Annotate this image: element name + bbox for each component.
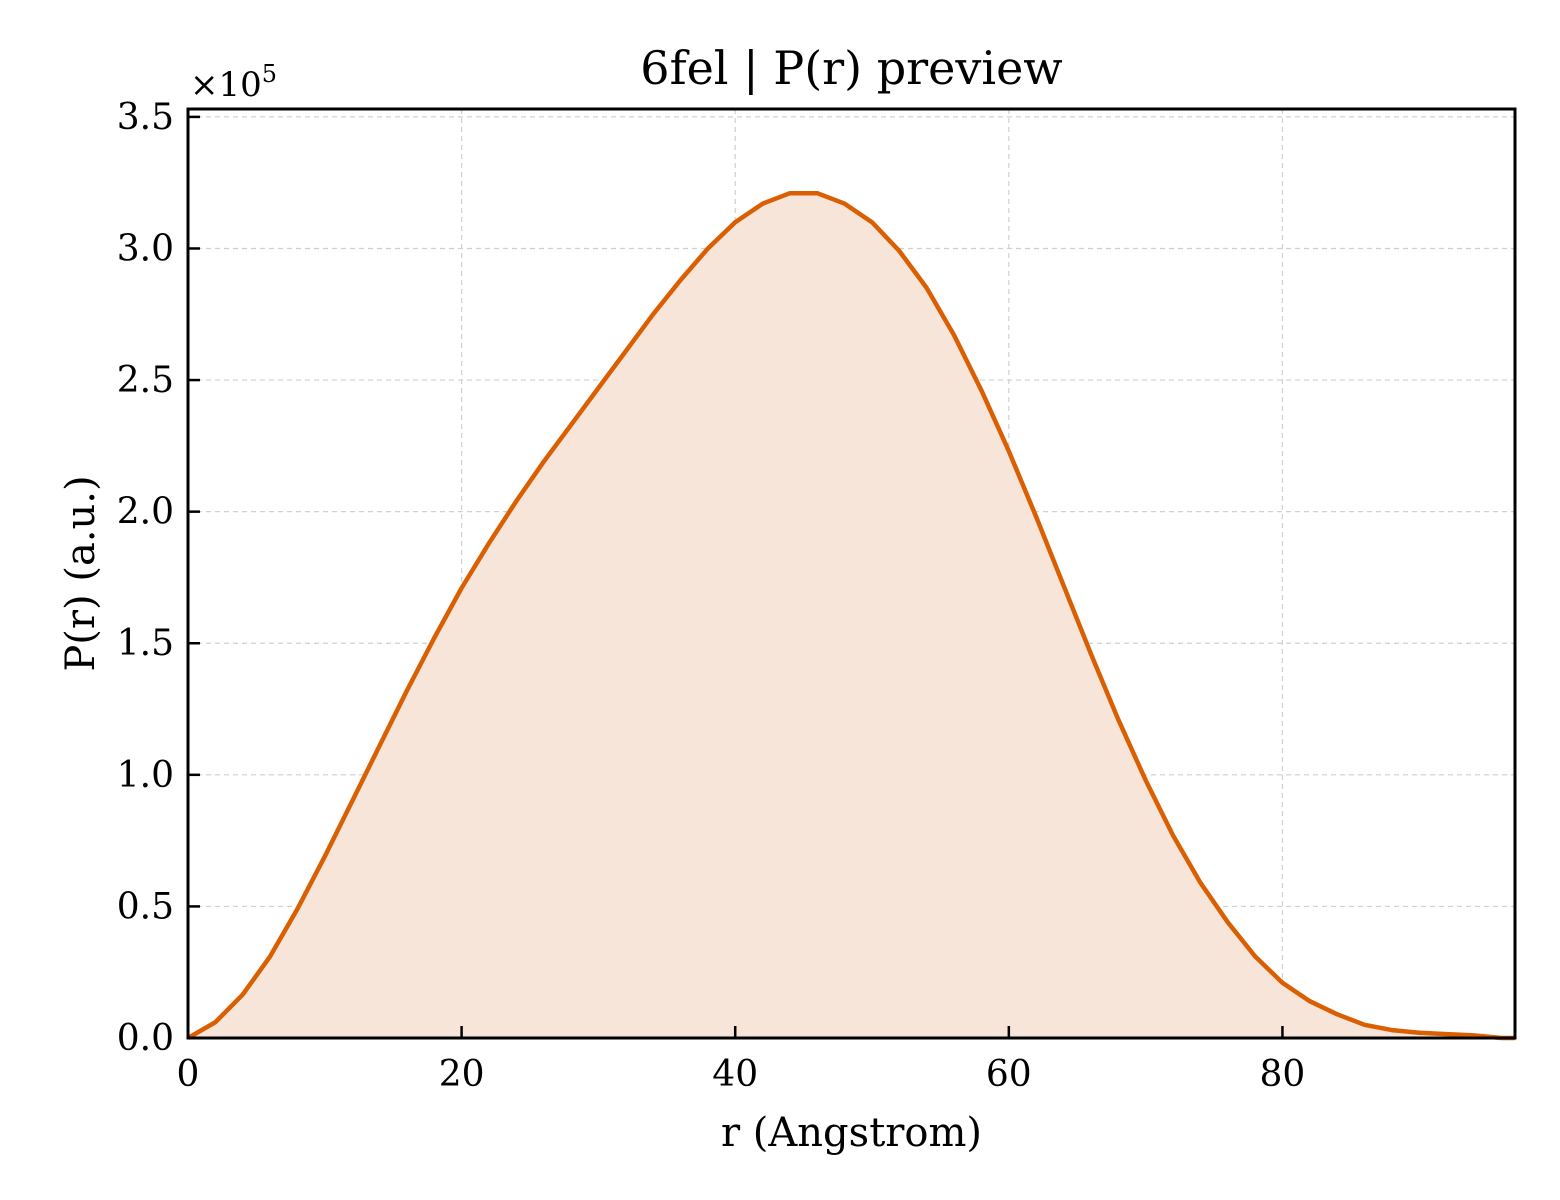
x-tick-label: 0 [177,1054,200,1095]
tick-layer: 0 20 40 60 80 0.0 0.5 1.0 1.5 2.0 2.5 3.0 3.5 [117,97,1306,1095]
y-tick-label: 1.5 [117,623,174,664]
y-multiplier-label: ×105 [190,60,277,105]
pr-area-fill [188,193,1515,1038]
y-multiplier-base: ×10 [190,65,262,105]
y-tick-label: 3.5 [117,97,174,138]
plot-frame [186,107,1517,1040]
y-multiplier-exponent: 5 [262,60,277,88]
y-axis-label: P(r) (a.u.) [58,475,104,671]
y-tick-label: 2.5 [117,360,174,401]
y-tick-label: 0.0 [117,1018,174,1059]
y-tick-label: 0.5 [117,886,174,927]
pr-series-line [186,190,1515,1041]
chart-title: 6fel | P(r) preview [640,41,1062,95]
y-tick-label: 3.0 [117,228,174,269]
x-tick-label: 20 [439,1054,485,1095]
x-tick-label: 40 [712,1054,758,1095]
x-axis-label: r (Angstrom) [721,1110,982,1156]
y-tick-label: 2.0 [117,492,174,533]
y-tick-label: 1.0 [117,755,174,796]
x-tick-label: 60 [986,1054,1032,1095]
x-tick-label: 80 [1260,1054,1306,1095]
